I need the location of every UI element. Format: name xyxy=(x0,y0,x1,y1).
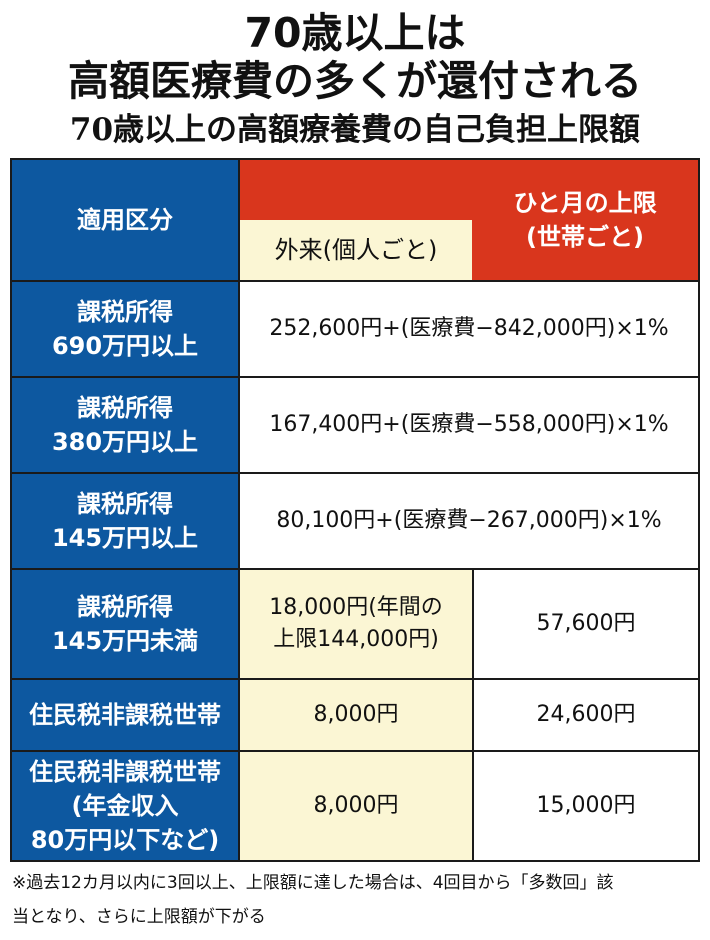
row-value-text: 167,400円+(医療費−558,000円)×1% xyxy=(269,412,669,437)
row-label-line2: 380万円以上 xyxy=(51,428,199,456)
header-outpatient: 外来(個人ごと) xyxy=(240,220,472,280)
header-monthly-limit-line2: (世帯ごと) xyxy=(526,223,644,251)
title-line-2: 高額医療費の多くが還付される xyxy=(68,57,642,105)
row-outpatient-tax-exempt-pension: 8,000円 xyxy=(240,752,472,860)
monthly-value: 15,000円 xyxy=(536,793,636,818)
row-label-tax-exempt-pension: 住民税非課税世帯 (年金収入 80万円以下など) xyxy=(12,752,238,860)
outpatient-line2: 上限144,000円) xyxy=(273,627,439,652)
outpatient-value: 8,000円 xyxy=(313,793,399,818)
row-monthly-145-below: 57,600円 xyxy=(474,570,698,678)
footnote-line2: 当となり、さらに上限額が下がる xyxy=(12,907,266,927)
monthly-value: 57,600円 xyxy=(536,611,636,636)
row-outpatient-tax-exempt: 8,000円 xyxy=(240,680,472,750)
row-monthly-tax-exempt-pension: 15,000円 xyxy=(474,752,698,860)
row-label-380: 課税所得 380万円以上 xyxy=(12,378,238,472)
header-outpatient-label: 外来(個人ごと) xyxy=(274,236,438,264)
row-value-145-above: 80,100円+(医療費−267,000円)×1% xyxy=(240,474,698,568)
row-value-690: 252,600円+(医療費−842,000円)×1% xyxy=(240,282,698,376)
footnote: ※過去12カ月以内に3回以上、上限額に達した場合は、4回目から「多数回」該 当と… xyxy=(12,866,702,934)
row-value-text: 252,600円+(医療費−842,000円)×1% xyxy=(269,316,669,341)
row-label-line2: 690万円以上 xyxy=(51,332,199,360)
row-monthly-tax-exempt: 24,600円 xyxy=(474,680,698,750)
row-outpatient-145-below: 18,000円(年間の 上限144,000円) xyxy=(240,570,472,678)
header-monthly-limit: ひと月の上限 (世帯ごと) xyxy=(472,160,698,280)
row-label-line2: 145万円未満 xyxy=(51,627,199,655)
header-category-label: 適用区分 xyxy=(77,206,173,234)
row-label-line2: 145万円以上 xyxy=(51,524,199,552)
header-monthly-limit-line1: ひと月の上限 xyxy=(513,189,657,217)
row-label-line1: 課税所得 xyxy=(77,490,173,518)
subtitle: 70歳以上の高額療養費の自己負担上限額 xyxy=(69,112,641,148)
header-category: 適用区分 xyxy=(12,160,238,280)
row-value-380: 167,400円+(医療費−558,000円)×1% xyxy=(240,378,698,472)
row-label-line1: 住民税非課税世帯 xyxy=(29,758,221,786)
row-label-tax-exempt: 住民税非課税世帯 xyxy=(12,680,238,750)
row-label-line3: 80万円以下など) xyxy=(30,826,220,854)
row-label-line2: (年金収入 xyxy=(71,792,179,820)
outpatient-line1: 18,000円(年間の xyxy=(269,595,443,620)
row-label-line1: 住民税非課税世帯 xyxy=(29,701,221,729)
footnote-line1: ※過去12カ月以内に3回以上、上限額に達した場合は、4回目から「多数回」該 xyxy=(12,873,614,893)
row-label-690: 課税所得 690万円以上 xyxy=(12,282,238,376)
row-label-145-above: 課税所得 145万円以上 xyxy=(12,474,238,568)
row-label-line1: 課税所得 xyxy=(77,394,173,422)
row-label-line1: 課税所得 xyxy=(77,298,173,326)
row-label-line1: 課税所得 xyxy=(77,593,173,621)
row-value-text: 80,100円+(医療費−267,000円)×1% xyxy=(276,508,662,533)
outpatient-value: 8,000円 xyxy=(313,702,399,727)
row-label-145-below: 課税所得 145万円未満 xyxy=(12,570,238,678)
limit-table: 適用区分 外来(個人ごと) ひと月の上限 (世帯ごと) 課税所得 690万円以上… xyxy=(10,158,700,862)
title-line-1: 70歳以上は xyxy=(244,9,466,57)
monthly-value: 24,600円 xyxy=(536,702,636,727)
